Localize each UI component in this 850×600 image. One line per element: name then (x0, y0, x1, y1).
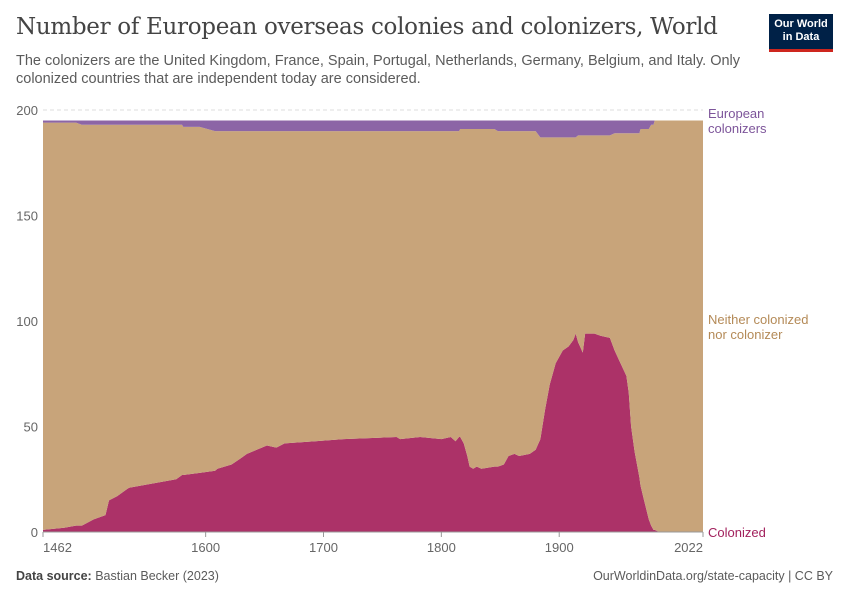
x-tick-label: 2022 (674, 540, 703, 555)
y-tick-label: 50 (24, 420, 38, 435)
y-tick-label: 150 (16, 209, 38, 224)
y-tick-label: 200 (16, 103, 38, 118)
label-colonized: Colonized (708, 525, 766, 540)
owid-logo[interactable]: Our World in Data (769, 14, 833, 52)
chart-subtitle: The colonizers are the United Kingdom, F… (16, 53, 741, 87)
x-tick-label: 1700 (309, 540, 338, 555)
x-tick-label: 1462 (43, 540, 72, 555)
data-source: Data source: Bastian Becker (2023) (16, 569, 219, 583)
area-colonizers (43, 120, 703, 138)
source-value[interactable]: Bastian Becker (2023) (95, 569, 219, 583)
y-tick-label: 0 (31, 525, 38, 540)
logo-text: Our World in Data (774, 18, 828, 43)
x-tick-label: 1800 (427, 540, 456, 555)
label-european-colonizers: European colonizers (708, 106, 767, 136)
footer-link[interactable]: OurWorldinData.org/state-capacity | CC B… (593, 569, 833, 583)
area-neither (43, 120, 703, 533)
x-tick-label: 1600 (191, 540, 220, 555)
area-colonized (43, 333, 703, 532)
label-neither: Neither colonized nor colonizer (708, 312, 808, 342)
source-label: Data source: (16, 569, 92, 583)
chart-title: Number of European overseas colonies and… (16, 14, 718, 40)
x-tick-label: 1900 (545, 540, 574, 555)
y-tick-label: 100 (16, 314, 38, 329)
